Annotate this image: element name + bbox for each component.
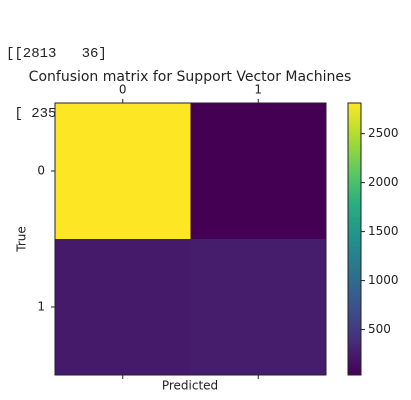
y-axis-label: True	[15, 226, 29, 253]
x-axis-label: Predicted	[162, 379, 218, 393]
colorbar-tick-label: 1000	[368, 273, 399, 287]
colorbar-tick-label: 1500	[368, 224, 399, 238]
chart-title: Confusion matrix for Support Vector Mach…	[29, 69, 352, 85]
y-tick-label: 0	[37, 164, 45, 178]
output-line: [[2813 36]	[6, 46, 107, 62]
colorbar-tick-label: 2000	[368, 175, 399, 189]
colorbar-tick-label: 2500	[368, 126, 399, 140]
x-tick-label: 0	[119, 83, 127, 97]
heatmap-cell	[190, 239, 327, 376]
heatmap-cell	[55, 103, 191, 240]
y-tick-label: 1	[37, 300, 45, 314]
colorbar	[347, 102, 362, 376]
heatmap-cell	[190, 103, 327, 240]
x-tick-label: 1	[254, 83, 262, 97]
colorbar-tick-label: 500	[368, 322, 391, 336]
plot-frame	[54, 102, 327, 376]
heatmap-cell	[55, 239, 191, 376]
